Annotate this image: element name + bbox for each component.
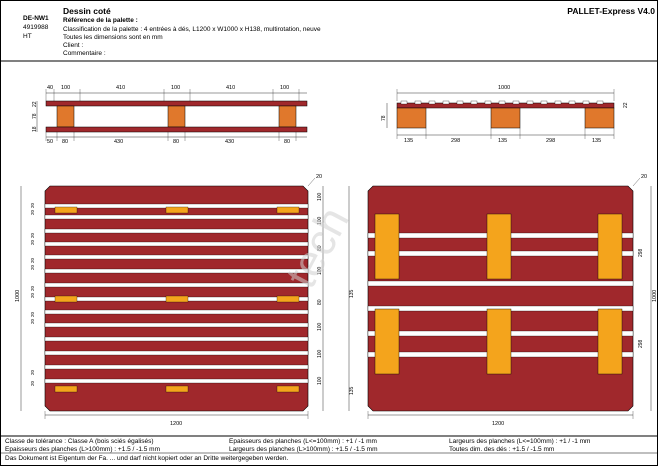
side-bottom-dim: 80 (62, 139, 68, 145)
top-height-dim: 1000 (15, 290, 21, 302)
end-bottom-dim: 298 (451, 138, 460, 144)
ownership-notice: Das Dokument ist Eigentum der Fa. ... un… (5, 455, 289, 462)
side-bottom-dim: 50 (47, 139, 53, 145)
end-block (584, 107, 615, 129)
board-thickness-small: Epaisseurs des planches (L<=100mm) : +1 … (229, 438, 377, 445)
side-bottom-dim: 430 (114, 139, 123, 145)
classification-text: Classification de la palette : 4 entrées… (63, 26, 321, 33)
end-bottom-dim: 298 (546, 138, 555, 144)
top-left-dim: 20 (30, 202, 35, 208)
top-left-dim: 20 (30, 380, 35, 386)
top-right-dim: 100 (317, 322, 323, 331)
page-title: Dessin coté (63, 6, 111, 16)
side-top-dim: 100 (280, 85, 289, 91)
dimensions-note: Toutes les dimensions sont en mm (63, 34, 163, 41)
end-bottom-dim: 135 (404, 138, 413, 144)
side-height-dim: 78 (32, 113, 38, 119)
board-thickness-large: Epaisseurs des planches (L>100mm) : +1.5… (5, 446, 160, 453)
board-gap (44, 268, 309, 274)
side-top-dim: 100 (171, 85, 180, 91)
top-left-dim: 20 (30, 232, 35, 238)
end-view: 1000 135 298 135 298 135 22 78 (381, 85, 629, 144)
board-width-small: Largeurs des planches (L<=100mm) : +1 / … (449, 438, 591, 445)
top-left-dim: 20 (30, 369, 35, 375)
bottom-view: 1200 20 1000 298 135 298 135 (348, 174, 657, 427)
top-right-dim: 100 (317, 349, 323, 358)
top-left-dim: 20 (30, 318, 35, 324)
side-bottom-dim: 80 (173, 139, 179, 145)
side-top-dim: 100 (61, 85, 70, 91)
bottom-right-dim: 135 (349, 386, 355, 395)
side-view: 40 100 410 100 410 100 50 80 430 80 430 (32, 85, 308, 145)
end-bottom-dim: 135 (498, 138, 507, 144)
board-gap (44, 241, 309, 247)
side-block (167, 105, 186, 128)
end-block (396, 107, 427, 129)
bottom-height-dim: 1000 (652, 290, 657, 302)
top-right-dim: 100 (317, 216, 323, 225)
side-block (56, 105, 75, 128)
top-left-dim: 20 (30, 311, 35, 317)
side-height-dim: 18 (32, 126, 38, 132)
pallet-code: DE-NW1 (23, 15, 49, 22)
board-gap (44, 364, 309, 370)
top-right-dim: 80 (317, 299, 323, 305)
board-width-large: Largeurs des planches (L>100mm) : +1.5 /… (229, 446, 378, 453)
end-height-dim: 22 (623, 102, 629, 108)
end-height-dim: 78 (381, 115, 387, 121)
tolerance-class: Classe de tolérance : Classe A (bois sci… (5, 438, 154, 445)
top-right-dim: 100 (317, 192, 323, 201)
top-width-dim: 1200 (170, 421, 182, 427)
side-block (278, 105, 297, 128)
reference-label: Référence de la palette : (63, 17, 138, 24)
end-bottom-dim: 135 (592, 138, 601, 144)
end-block (490, 107, 521, 129)
top-right-dim: 100 (317, 376, 323, 385)
side-top-dim: 410 (116, 85, 125, 91)
top-left-dim: 20 (30, 292, 35, 298)
top-right-dim: 80 (317, 245, 323, 251)
board-gap (44, 336, 309, 342)
bottom-width-dim: 1200 (492, 421, 504, 427)
block-dimensions: Toutes dim. des dés : +1.5 / -1.5 mm (449, 446, 555, 453)
bottom-right-dim: 298 (638, 248, 644, 257)
side-height-dim: 22 (32, 101, 38, 107)
board-gap (44, 378, 309, 384)
side-bottom-dim: 430 (225, 139, 234, 145)
top-left-dim: 20 (30, 209, 35, 215)
board-gap (44, 254, 309, 260)
board-gap (44, 350, 309, 356)
top-left-dim: 20 (30, 264, 35, 270)
board-gap (44, 322, 309, 328)
side-bottom-board (45, 126, 308, 133)
side-bottom-dim: 80 (284, 139, 290, 145)
end-width-dim: 1000 (498, 85, 510, 91)
board-gap (44, 282, 309, 288)
comment-label: Commentaire : (63, 50, 106, 57)
brand-name: PALLET-Express V4.0 (567, 6, 655, 16)
bottom-right-dim: 298 (638, 339, 644, 348)
top-right-dim: 100 (317, 266, 323, 275)
bottom-right-dim: 135 (349, 289, 355, 298)
bottom-corner-dim: 20 (641, 174, 647, 180)
top-corner-dim: 20 (316, 174, 322, 180)
side-top-dim: 410 (226, 85, 235, 91)
client-label: Client : (63, 42, 84, 49)
board-gap (44, 214, 309, 220)
top-left-dim: 20 (30, 285, 35, 291)
side-top-dim: 40 (47, 85, 53, 91)
board-gap (44, 228, 309, 234)
board-gap (44, 309, 309, 315)
side-top-board (45, 100, 308, 107)
top-left-dim: 20 (30, 239, 35, 245)
pallet-number: 4919988 (23, 24, 49, 31)
treatment-code: HT (23, 33, 32, 40)
top-left-dim: 20 (30, 257, 35, 263)
